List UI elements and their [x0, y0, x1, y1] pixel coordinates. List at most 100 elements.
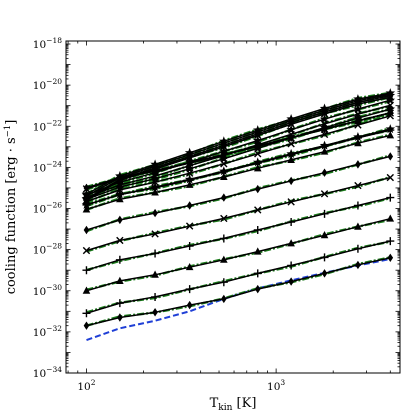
series-line-19 [86, 92, 391, 195]
series-19-point-0 [81, 189, 92, 199]
y-tick-exponent: −30 [46, 283, 62, 292]
series-1-point-5 [253, 269, 262, 278]
y-tick-exponent: −34 [46, 365, 62, 374]
series-13-point-2 [150, 173, 160, 183]
y-tick-exponent: −28 [46, 242, 62, 251]
series-3-point-9 [386, 193, 395, 202]
x-tick-exponent: 3 [280, 378, 285, 387]
series-11-point-6 [286, 148, 296, 158]
series-3-point-2 [151, 249, 160, 258]
series-5-point-7 [321, 168, 328, 177]
series-19-point-1 [115, 171, 125, 181]
series-6-point-4 [220, 172, 228, 181]
series-1-point-8 [353, 244, 362, 253]
y-tick-base: 10 [33, 286, 46, 298]
series-0-point-7 [321, 269, 328, 278]
series-line-6 [86, 134, 391, 211]
series-11-point-3 [184, 174, 195, 184]
series-4-point-4 [220, 214, 228, 223]
series-0-point-9 [387, 253, 394, 263]
series-4-point-1 [116, 236, 124, 245]
series-0-point-5 [254, 284, 261, 294]
series-3-point-4 [219, 234, 228, 243]
reference-layer [86, 258, 391, 342]
y-tick-base: 10 [33, 245, 46, 257]
series-19-point-3 [184, 147, 195, 157]
y-tick-base: 10 [33, 39, 46, 51]
y-axis-label: cooling function [erg · s−1] [3, 120, 19, 295]
reference-dashed-line [86, 258, 391, 342]
series-1-point-0 [82, 309, 91, 318]
y-tick-exponent: −18 [46, 36, 62, 45]
y-tick-exponent: −32 [46, 324, 62, 333]
series-13-point-4 [219, 153, 229, 163]
series-1-point-4 [219, 278, 228, 287]
series-line-17 [86, 94, 391, 200]
series-1-point-2 [151, 292, 160, 301]
series-5-point-6 [288, 176, 294, 186]
series-13-point-6 [286, 132, 296, 142]
series-line-14 [86, 104, 391, 199]
series-19-point-2 [150, 159, 160, 169]
series-0-point-6 [288, 277, 294, 286]
series-13-point-8 [353, 113, 363, 123]
x-tick-label: 103 [267, 378, 285, 393]
y-tick-exponent: −26 [46, 201, 62, 210]
series-1-point-3 [185, 285, 194, 294]
series-line-5 [86, 155, 391, 231]
series-13-point-3 [184, 163, 195, 173]
series-19-point-9 [385, 88, 396, 98]
y-tick-base: 10 [33, 121, 46, 133]
series-6-point-5 [253, 164, 262, 172]
series-0-point-8 [355, 260, 361, 270]
series-15-point-1 [115, 177, 125, 187]
series-line-1 [86, 240, 391, 315]
series-5-point-4 [221, 193, 227, 202]
series-12-point-8 [354, 121, 362, 129]
series-line-18 [86, 93, 391, 197]
series-4-point-8 [354, 181, 362, 190]
series-2-point-5 [253, 247, 262, 255]
series-0-point-4 [221, 294, 227, 304]
x-tick-base: 10 [77, 381, 90, 393]
series-3-point-0 [82, 266, 91, 275]
series-11-point-4 [219, 166, 229, 176]
ticks-layer: 10−1810−2010−2210−2410−2610−2810−3010−32… [33, 36, 400, 393]
series-2-point-1 [116, 276, 124, 284]
series-line-13 [86, 108, 391, 201]
series-11-point-7 [319, 140, 330, 150]
series-15-point-7 [319, 114, 330, 124]
y-tick-base: 10 [33, 162, 46, 174]
series-6-point-1 [116, 195, 124, 203]
series-2-point-4 [220, 255, 228, 263]
series-line-11 [86, 128, 391, 206]
x-axis-label-unit: [K] [232, 396, 256, 411]
x-axis-label: Tkin [K] [210, 396, 257, 413]
y-tick-exponent: −20 [46, 77, 62, 86]
series-0-point-0 [83, 321, 90, 330]
series-13-point-9 [385, 104, 396, 114]
y-tick-label: 10−28 [33, 242, 62, 257]
x-tick-exponent: 2 [91, 378, 96, 387]
series-0-point-2 [152, 308, 158, 317]
series-12-point-9 [386, 112, 394, 120]
series-3-point-3 [185, 242, 194, 251]
series-4-point-0 [82, 246, 91, 255]
series-15-point-2 [150, 167, 160, 177]
y-tick-label: 10−32 [33, 324, 62, 339]
series-4-point-7 [320, 190, 329, 198]
series-5-point-9 [387, 152, 394, 161]
series-11-point-9 [385, 124, 396, 134]
series-19-point-8 [353, 94, 363, 104]
y-tick-label: 10−20 [33, 77, 62, 92]
series-13-point-1 [115, 182, 125, 192]
series-12-point-6 [287, 140, 295, 148]
series-15-point-3 [184, 157, 195, 167]
series-3-point-8 [353, 201, 362, 210]
series-2-point-8 [354, 222, 362, 230]
series-line-3 [86, 196, 391, 271]
series-15-point-9 [385, 95, 396, 105]
series-19-point-4 [219, 136, 229, 146]
series-11-point-5 [253, 157, 263, 167]
series-11-point-2 [150, 182, 160, 192]
